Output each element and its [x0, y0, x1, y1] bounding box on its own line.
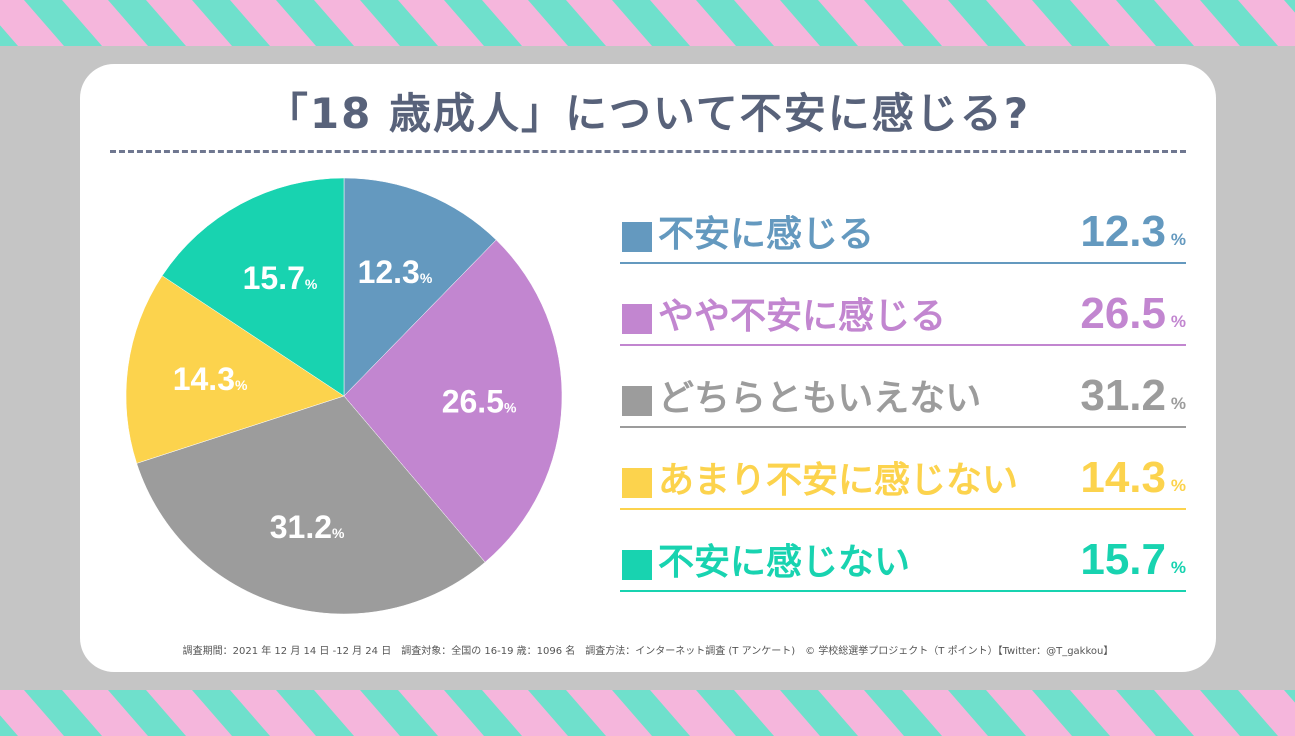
legend-value: 15.7: [1080, 535, 1166, 584]
legend-percent-sign: %: [1170, 312, 1186, 331]
legend-item-2: やや不安に感じる 26.5%: [620, 286, 1186, 346]
legend-swatch: [622, 222, 652, 252]
pie-label-3: 31.2%: [270, 509, 345, 545]
legend-swatch: [622, 468, 652, 498]
legend-value: 12.3: [1080, 207, 1166, 256]
legend-label: 不安に感じる: [658, 214, 875, 255]
legend-item-1: 不安に感じる 12.3%: [620, 204, 1186, 264]
pie-label-4: 14.3%: [173, 361, 248, 397]
chart-card: 「18 歳成人」について不安に感じる? 12.3% 26.5% 31.2% 14.3%…: [80, 64, 1216, 672]
legend-percent-sign: %: [1170, 394, 1186, 413]
legend-item-4: あまり不安に感じない 14.3%: [620, 450, 1186, 510]
pie-label-1: 12.3%: [358, 254, 433, 290]
pie-label-2: 26.5%: [442, 384, 517, 420]
pie-slice-2: [343, 239, 563, 563]
legend-value: 26.5: [1080, 289, 1166, 338]
title-divider: [110, 150, 1186, 153]
legend-label: あまり不安に感じない: [658, 460, 1019, 501]
legend-percent-sign: %: [1170, 558, 1186, 577]
survey-footnote: 調査期間：2021 年 12 月 14 日 -12 月 24 日 調査対象：全国…: [182, 646, 1114, 657]
legend-swatch: [622, 550, 652, 580]
legend-label: 不安に感じない: [658, 542, 911, 583]
chart-title: 「18 歳成人」について不安に感じる?: [265, 89, 1031, 138]
bottom-decorative-stripe: [0, 690, 1295, 736]
pie-slice-5: [161, 177, 345, 397]
legend-label: どちらともいえない: [658, 378, 982, 419]
legend: 不安に感じる 12.3% やや不安に感じる 26.5% どちらともいえない 31.2% あま…: [620, 204, 1186, 604]
legend-value: 14.3: [1080, 453, 1166, 502]
legend-percent-sign: %: [1170, 230, 1186, 249]
top-decorative-stripe: [0, 0, 1295, 46]
pie-slice-4: [125, 275, 345, 464]
pie-slice-1: [343, 177, 497, 397]
legend-percent-sign: %: [1170, 476, 1186, 495]
legend-item-5: 不安に感じない 15.7%: [620, 532, 1186, 592]
legend-value: 31.2: [1080, 371, 1166, 420]
legend-item-3: どちらともいえない 31.2%: [620, 368, 1186, 428]
pie-label-5: 15.7%: [243, 260, 318, 296]
legend-label: やや不安に感じる: [658, 296, 947, 337]
pie-chart: 12.3% 26.5% 31.2% 14.3% 15.7%: [125, 177, 563, 615]
legend-swatch: [622, 304, 652, 334]
legend-swatch: [622, 386, 652, 416]
pie-slice-3: [136, 395, 486, 615]
